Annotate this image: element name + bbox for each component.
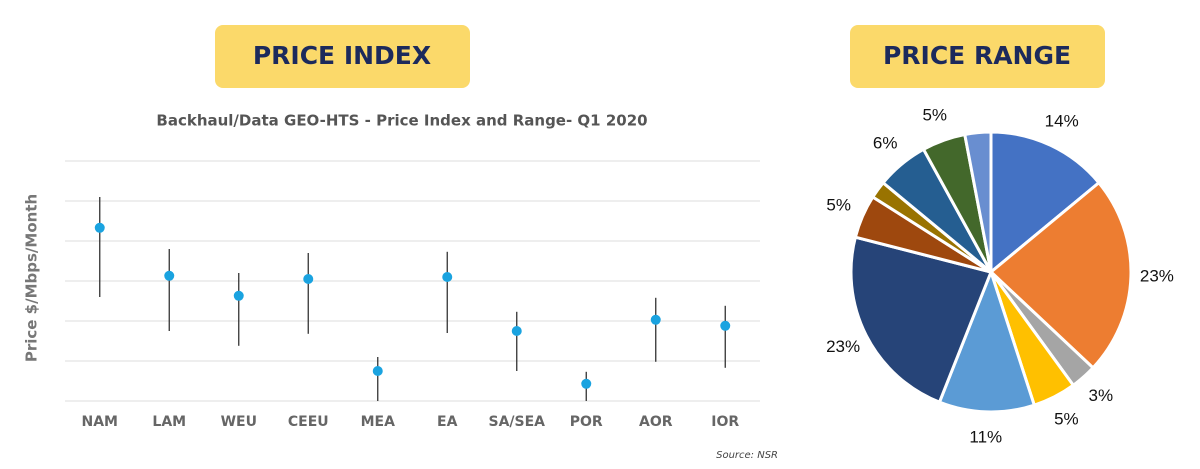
source: Source: NSR	[716, 450, 778, 461]
x-tick-label: LAM	[152, 414, 186, 430]
index-dot	[303, 274, 314, 284]
chart-title: Backhaul/Data GEO-HTS - Price Index and …	[156, 112, 647, 130]
pie-slice	[849, 235, 994, 405]
slice-label: 5%	[826, 196, 851, 215]
slice-label: 6%	[873, 134, 898, 153]
y-axis-label: Price $/Mbps/Month	[23, 194, 41, 362]
x-tick-label: POR	[570, 414, 603, 430]
index-dot	[511, 326, 522, 336]
x-tick-label: AOR	[639, 414, 673, 430]
x-tick-label: SA/SEA	[488, 414, 545, 430]
slice-label: 14%	[1045, 111, 1079, 130]
x-tick-label: NAM	[82, 414, 118, 430]
index-dot	[442, 272, 453, 282]
pie-slice	[989, 130, 1101, 276]
index-dot	[164, 270, 175, 281]
x-tick-label: MEA	[361, 414, 395, 430]
x-tick-label: IOR	[711, 414, 739, 430]
index-dot	[372, 366, 383, 376]
pie-slice	[963, 130, 993, 273]
header: PRICE RANGE	[883, 41, 1071, 70]
slice-label: 23%	[1140, 267, 1174, 286]
pie-slice	[937, 267, 1037, 414]
slice-label: 23%	[826, 337, 860, 356]
header-box	[850, 25, 1105, 88]
x-tick-label: WEU	[221, 414, 257, 430]
header: PRICE INDEX	[253, 41, 431, 70]
slice-label: 3%	[1088, 386, 1113, 405]
x-tick-label: EA	[437, 414, 458, 430]
index-dot	[233, 290, 244, 301]
index-dot	[650, 314, 661, 325]
slice-label: 11%	[969, 427, 1002, 446]
index-dot	[720, 320, 731, 331]
slice-label: 5%	[1054, 409, 1079, 428]
header-box	[215, 25, 470, 88]
slice-label: 5%	[922, 105, 947, 124]
pie-slice	[988, 180, 1133, 370]
index-dot	[581, 378, 592, 389]
index-dot	[94, 222, 105, 233]
x-tick-label: CEEU	[288, 414, 329, 430]
